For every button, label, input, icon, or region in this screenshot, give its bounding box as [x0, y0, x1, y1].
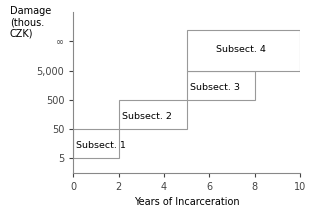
Text: Subsect. 3: Subsect. 3 — [190, 83, 240, 92]
Bar — [119, 100, 187, 129]
X-axis label: Years of Incarceration: Years of Incarceration — [134, 197, 240, 207]
Bar — [187, 30, 300, 71]
Bar — [73, 129, 119, 158]
Text: Damage
(thous.
CZK): Damage (thous. CZK) — [10, 6, 51, 39]
Text: Subsect. 1: Subsect. 1 — [76, 141, 126, 150]
Text: Subsect. 2: Subsect. 2 — [122, 112, 172, 121]
Text: Subsect. 4: Subsect. 4 — [216, 46, 266, 55]
Bar — [187, 71, 255, 100]
